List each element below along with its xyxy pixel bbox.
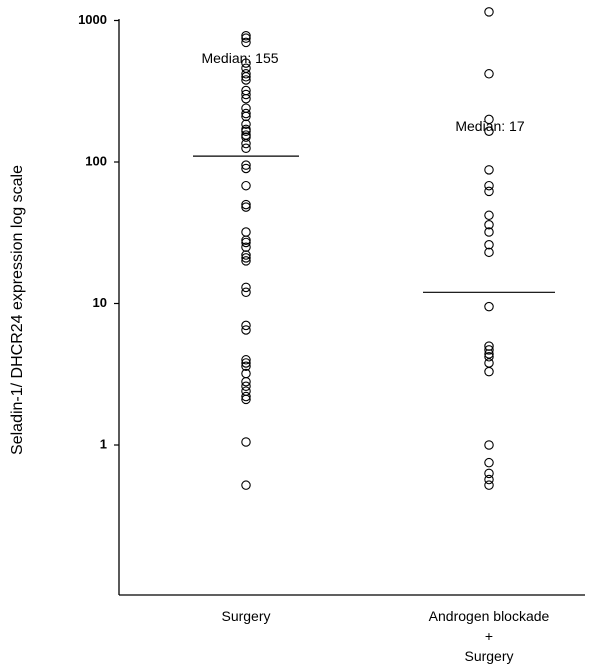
- data-point: [241, 235, 251, 245]
- data-point: [241, 282, 251, 293]
- data-point: [484, 474, 494, 485]
- category-labels: Surgery Androgen blockade + Surgery: [221, 608, 549, 664]
- data-point: [241, 37, 251, 48]
- data-point: [241, 72, 251, 82]
- data-point: [484, 7, 494, 17]
- data-point: [241, 287, 251, 298]
- data-point: [241, 58, 251, 68]
- data-point: [241, 253, 251, 263]
- data-point: [241, 119, 251, 129]
- data-point: [241, 381, 251, 392]
- data-point: [241, 143, 251, 154]
- median-annotation: Median: 17: [455, 118, 524, 134]
- data-points: [241, 7, 494, 490]
- data-point: [484, 210, 494, 221]
- y-tick-label: 1000: [78, 12, 107, 27]
- data-point: [484, 352, 494, 362]
- data-point: [484, 114, 494, 125]
- data-point: [241, 89, 251, 100]
- data-point: [241, 361, 251, 372]
- y-tick-label: 1: [100, 436, 107, 451]
- x-category-label: Androgen blockade: [429, 608, 550, 624]
- data-point: [484, 440, 494, 450]
- data-point: [241, 320, 251, 331]
- data-point: [484, 180, 494, 191]
- data-point: [484, 227, 494, 237]
- data-point: [241, 480, 251, 490]
- data-point: [484, 240, 494, 250]
- data-point: [241, 325, 251, 335]
- median-annotations: Median: 155 Median: 17: [201, 50, 524, 134]
- data-point: [241, 111, 251, 122]
- data-point: [241, 93, 251, 104]
- data-point: [241, 250, 251, 260]
- x-category-label: +: [485, 628, 493, 644]
- data-point: [484, 247, 494, 258]
- y-tick-label: 10: [93, 295, 107, 310]
- data-point: [241, 138, 251, 149]
- data-point: [241, 126, 251, 136]
- data-point: [241, 160, 251, 170]
- data-point: [484, 345, 494, 355]
- data-point: [241, 33, 251, 43]
- data-point: [241, 437, 251, 447]
- data-point: [241, 202, 251, 212]
- data-point: [484, 457, 494, 468]
- data-point: [241, 394, 251, 405]
- median-lines: [193, 155, 555, 293]
- data-point: [241, 132, 251, 142]
- data-point: [241, 227, 251, 237]
- data-point: [241, 163, 251, 174]
- data-point: [241, 69, 251, 79]
- data-point: [241, 237, 251, 248]
- y-tick-label: 100: [85, 153, 107, 168]
- data-point: [484, 358, 494, 368]
- y-axis-label: Seladin-1/ DHCR24 expression log scale: [9, 165, 26, 455]
- median-annotation: Median: 155: [201, 50, 278, 66]
- y-ticks: 110100100010000: [78, 12, 119, 451]
- data-point: [484, 366, 494, 377]
- axes: [118, 19, 585, 596]
- data-point: [241, 31, 251, 41]
- data-point: [484, 165, 494, 175]
- data-point: [241, 391, 251, 402]
- data-point: [484, 126, 494, 136]
- data-point: [241, 108, 251, 119]
- data-point: [241, 75, 251, 85]
- data-point: [484, 186, 494, 197]
- data-point: [241, 355, 251, 365]
- data-point: [241, 376, 251, 387]
- data-point: [484, 468, 494, 479]
- data-point: [484, 301, 494, 312]
- data-point: [484, 69, 494, 79]
- x-category-label: Surgery: [464, 648, 513, 664]
- data-point: [484, 349, 494, 359]
- data-point: [484, 220, 494, 230]
- data-point: [484, 480, 494, 490]
- data-point: [241, 358, 251, 368]
- data-point: [241, 256, 251, 266]
- data-point: [241, 199, 251, 210]
- x-category-label: Surgery: [221, 608, 270, 624]
- data-point: [241, 180, 251, 191]
